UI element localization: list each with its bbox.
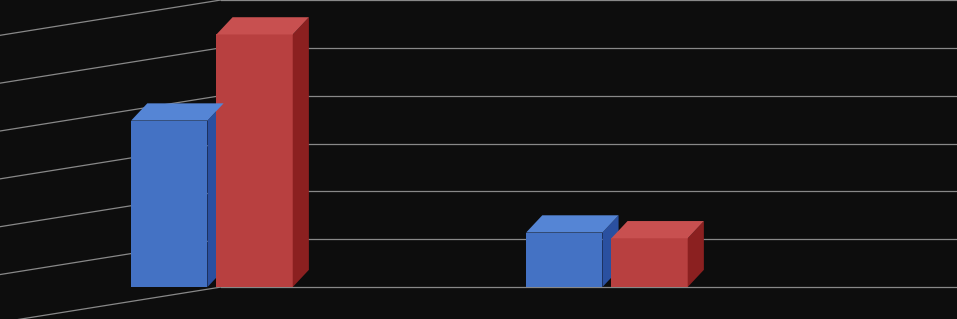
- Polygon shape: [602, 215, 618, 287]
- Polygon shape: [131, 121, 208, 287]
- Polygon shape: [526, 215, 618, 233]
- Polygon shape: [208, 103, 224, 287]
- Polygon shape: [688, 221, 703, 287]
- Polygon shape: [131, 103, 224, 121]
- Polygon shape: [216, 34, 293, 287]
- Polygon shape: [293, 17, 309, 287]
- Polygon shape: [216, 17, 309, 34]
- Polygon shape: [612, 238, 688, 287]
- Polygon shape: [612, 221, 703, 238]
- Polygon shape: [526, 233, 602, 287]
